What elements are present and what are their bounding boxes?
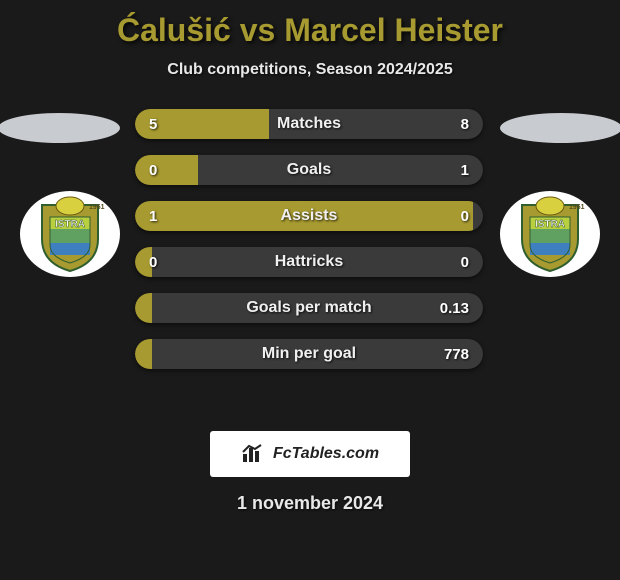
player1-photo-oval	[0, 113, 120, 143]
bar-right-segment	[198, 155, 483, 185]
bar-track	[135, 339, 483, 369]
bar-track	[135, 293, 483, 323]
bar-track	[135, 155, 483, 185]
player1-name: Ćalušić	[117, 12, 231, 48]
player1-club-crest: 1961 ISTRA	[20, 191, 120, 277]
bar-right-segment	[152, 247, 483, 277]
svg-text:1961: 1961	[569, 204, 585, 211]
stat-row-matches: 5 Matches 8	[135, 109, 483, 139]
player2-club-crest: 1961 ISTRA	[500, 191, 600, 277]
source-text: FcTables.com	[273, 445, 379, 463]
comparison-title: Ćalušić vs Marcel Heister	[0, 0, 620, 49]
bar-left-segment	[135, 201, 473, 231]
bar-right-segment	[473, 201, 483, 231]
stat-row-goals: 0 Goals 1	[135, 155, 483, 185]
svg-text:1961: 1961	[89, 204, 105, 211]
date-text: 1 november 2024	[0, 493, 620, 514]
stat-row-assists: 1 Assists 0	[135, 201, 483, 231]
bar-track	[135, 247, 483, 277]
player2-name: Marcel Heister	[284, 12, 503, 48]
stat-right-value: 0	[461, 201, 469, 231]
source-badge: FcTables.com	[210, 431, 410, 477]
svg-text:ISTRA: ISTRA	[55, 219, 85, 230]
stat-row-min-per-goal: Min per goal 778	[135, 339, 483, 369]
stat-right-value: 8	[461, 109, 469, 139]
stat-bars: 5 Matches 8 0 Goals 1 1 Assists 0 0 Hatt…	[135, 109, 483, 385]
svg-text:ISTRA: ISTRA	[535, 219, 565, 230]
stat-right-value: 1	[461, 155, 469, 185]
comparison-stage: 1961 ISTRA 1961 ISTRA 5 Matches 8 0 Goal…	[0, 109, 620, 409]
stat-row-hattricks: 0 Hattricks 0	[135, 247, 483, 277]
stat-left-value: 0	[149, 247, 157, 277]
bar-left-segment	[135, 339, 152, 369]
vs-word: vs	[240, 12, 276, 48]
bar-track	[135, 201, 483, 231]
stat-left-value: 1	[149, 201, 157, 231]
player2-photo-oval	[500, 113, 620, 143]
stat-right-value: 0.13	[440, 293, 469, 323]
stat-left-value: 5	[149, 109, 157, 139]
stat-right-value: 0	[461, 247, 469, 277]
bar-right-segment	[152, 293, 483, 323]
bar-track	[135, 109, 483, 139]
chart-icon	[241, 444, 265, 464]
subtitle: Club competitions, Season 2024/2025	[0, 61, 620, 79]
bar-right-segment	[269, 109, 483, 139]
stat-right-value: 778	[444, 339, 469, 369]
bar-right-segment	[152, 339, 483, 369]
bar-left-segment	[135, 155, 198, 185]
stat-left-value: 0	[149, 155, 157, 185]
bar-left-segment	[135, 293, 152, 323]
stat-row-goals-per-match: Goals per match 0.13	[135, 293, 483, 323]
